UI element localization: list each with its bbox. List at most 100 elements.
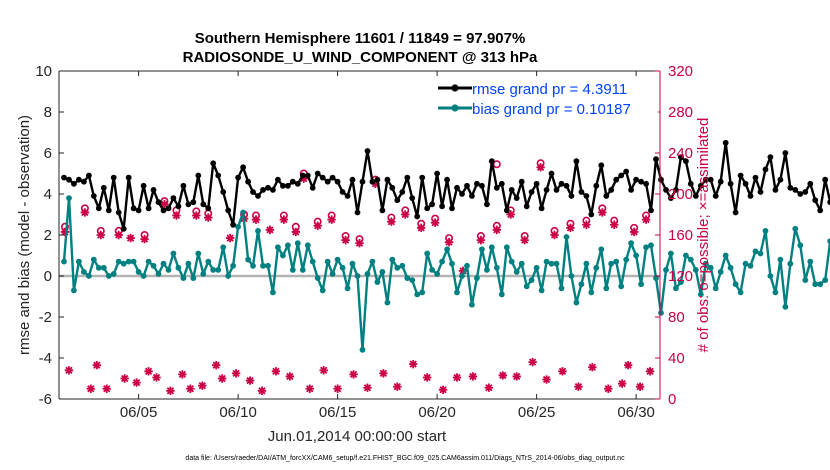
- rmse-point: [812, 197, 819, 204]
- bias-point: [195, 250, 202, 257]
- obs-assimilated-glyph: [566, 223, 575, 233]
- bias-point: [250, 262, 256, 269]
- obs-assimilated-marker: [550, 230, 559, 240]
- rmse-point: [449, 205, 455, 212]
- rmse-point: [464, 182, 470, 189]
- rmse-point: [125, 174, 132, 181]
- bias-point: [817, 281, 824, 288]
- obs-assimilated-glyph: [604, 384, 613, 393]
- bias-point: [414, 291, 421, 298]
- rmse-point: [822, 176, 829, 183]
- obs-assimilated-glyph: [629, 227, 639, 237]
- rmse-point: [369, 178, 376, 185]
- rmse-point: [583, 193, 590, 199]
- bias-point: [668, 250, 674, 257]
- obs-assimilated-marker: [341, 235, 350, 245]
- bias-point: [608, 260, 615, 267]
- obs-assimilated-marker: [217, 374, 227, 383]
- bias-point: [673, 285, 679, 292]
- obs-assimilated-marker: [629, 227, 639, 237]
- bias-point: [334, 256, 341, 263]
- obs-assimilated-marker: [231, 369, 241, 378]
- rmse-point: [439, 203, 445, 210]
- rmse-point: [568, 193, 575, 199]
- obs-assimilated-glyph: [458, 266, 468, 276]
- rmse-point: [299, 172, 306, 179]
- obs-assimilated-marker: [430, 218, 440, 227]
- rmse-point: [444, 176, 450, 183]
- obs-assimilated-marker: [528, 357, 537, 367]
- bias-point: [588, 289, 595, 296]
- obs-assimilated-marker: [245, 376, 255, 385]
- rmse-point: [66, 176, 72, 183]
- bias-point: [86, 273, 92, 279]
- rmse-point: [673, 187, 679, 193]
- obs-assimilated-glyph: [528, 357, 537, 367]
- obs-assimilated-glyph: [271, 367, 281, 376]
- rmse-point: [593, 182, 600, 189]
- obs-assimilated-glyph: [645, 367, 655, 376]
- obs-assimilated-glyph: [574, 382, 583, 391]
- bias-point: [479, 246, 485, 253]
- bias-point: [792, 225, 799, 232]
- rmse-point: [767, 154, 774, 161]
- rmse-point: [319, 174, 326, 181]
- right-y-tick-label: 120: [668, 268, 693, 285]
- bias-point: [777, 256, 784, 263]
- rmse-point: [225, 207, 232, 214]
- rmse-point: [807, 180, 814, 187]
- rmse-point: [752, 174, 759, 181]
- bias-point: [200, 271, 207, 277]
- bias-point: [314, 275, 321, 281]
- rmse-point: [200, 201, 207, 208]
- bias-point: [399, 262, 406, 269]
- obs-assimilated-glyph: [492, 225, 502, 235]
- rmse-point: [573, 158, 580, 165]
- obs-assimilated-glyph: [558, 367, 567, 376]
- bias-point: [678, 279, 684, 285]
- obs-assimilated-glyph: [120, 374, 129, 383]
- right-y-tick-label: 240: [668, 145, 693, 162]
- bias-point: [379, 269, 386, 275]
- obs-assimilated-marker: [192, 211, 201, 220]
- obs-assimilated-marker: [64, 366, 74, 375]
- bias-point: [513, 269, 520, 275]
- bias-point: [309, 258, 316, 265]
- rmse-point: [170, 195, 177, 202]
- rmse-point: [404, 174, 411, 181]
- rmse-point: [648, 207, 654, 214]
- bias-point: [130, 258, 137, 265]
- obs-assimilated-glyph: [198, 381, 207, 390]
- obs-assimilated-marker: [416, 223, 426, 233]
- bias-point: [518, 260, 525, 267]
- bias-point: [190, 275, 197, 281]
- bias-point: [583, 260, 590, 267]
- rmse-point: [205, 205, 212, 212]
- rmse-point: [429, 201, 435, 208]
- bias-point: [573, 299, 580, 306]
- rmse-point: [220, 189, 227, 195]
- right-y-tick-label: 160: [668, 227, 693, 244]
- obs-assimilated-glyph: [635, 382, 645, 391]
- rmse-point: [230, 221, 237, 228]
- rmse-point: [155, 199, 162, 206]
- rmse-point: [787, 184, 794, 191]
- obs-assimilated-glyph: [341, 235, 350, 245]
- rmse-point: [394, 197, 401, 204]
- bias-point: [807, 258, 814, 265]
- obs-assimilated-glyph: [536, 163, 545, 172]
- obs-assimilated-marker: [251, 215, 261, 224]
- rmse-point: [474, 180, 480, 187]
- bias-point: [444, 246, 450, 253]
- obs-assimilated-glyph: [231, 369, 241, 378]
- x-tick-label: 06/10: [219, 404, 257, 421]
- bias-point: [643, 244, 649, 251]
- bias-point: [230, 262, 237, 269]
- rmse-point: [603, 193, 610, 199]
- bias-point: [633, 252, 639, 259]
- obs-assimilated-glyph: [610, 220, 619, 229]
- bias-point: [120, 260, 127, 267]
- obs-assimilated-glyph: [582, 220, 591, 229]
- obs-assimilated-glyph: [285, 372, 295, 381]
